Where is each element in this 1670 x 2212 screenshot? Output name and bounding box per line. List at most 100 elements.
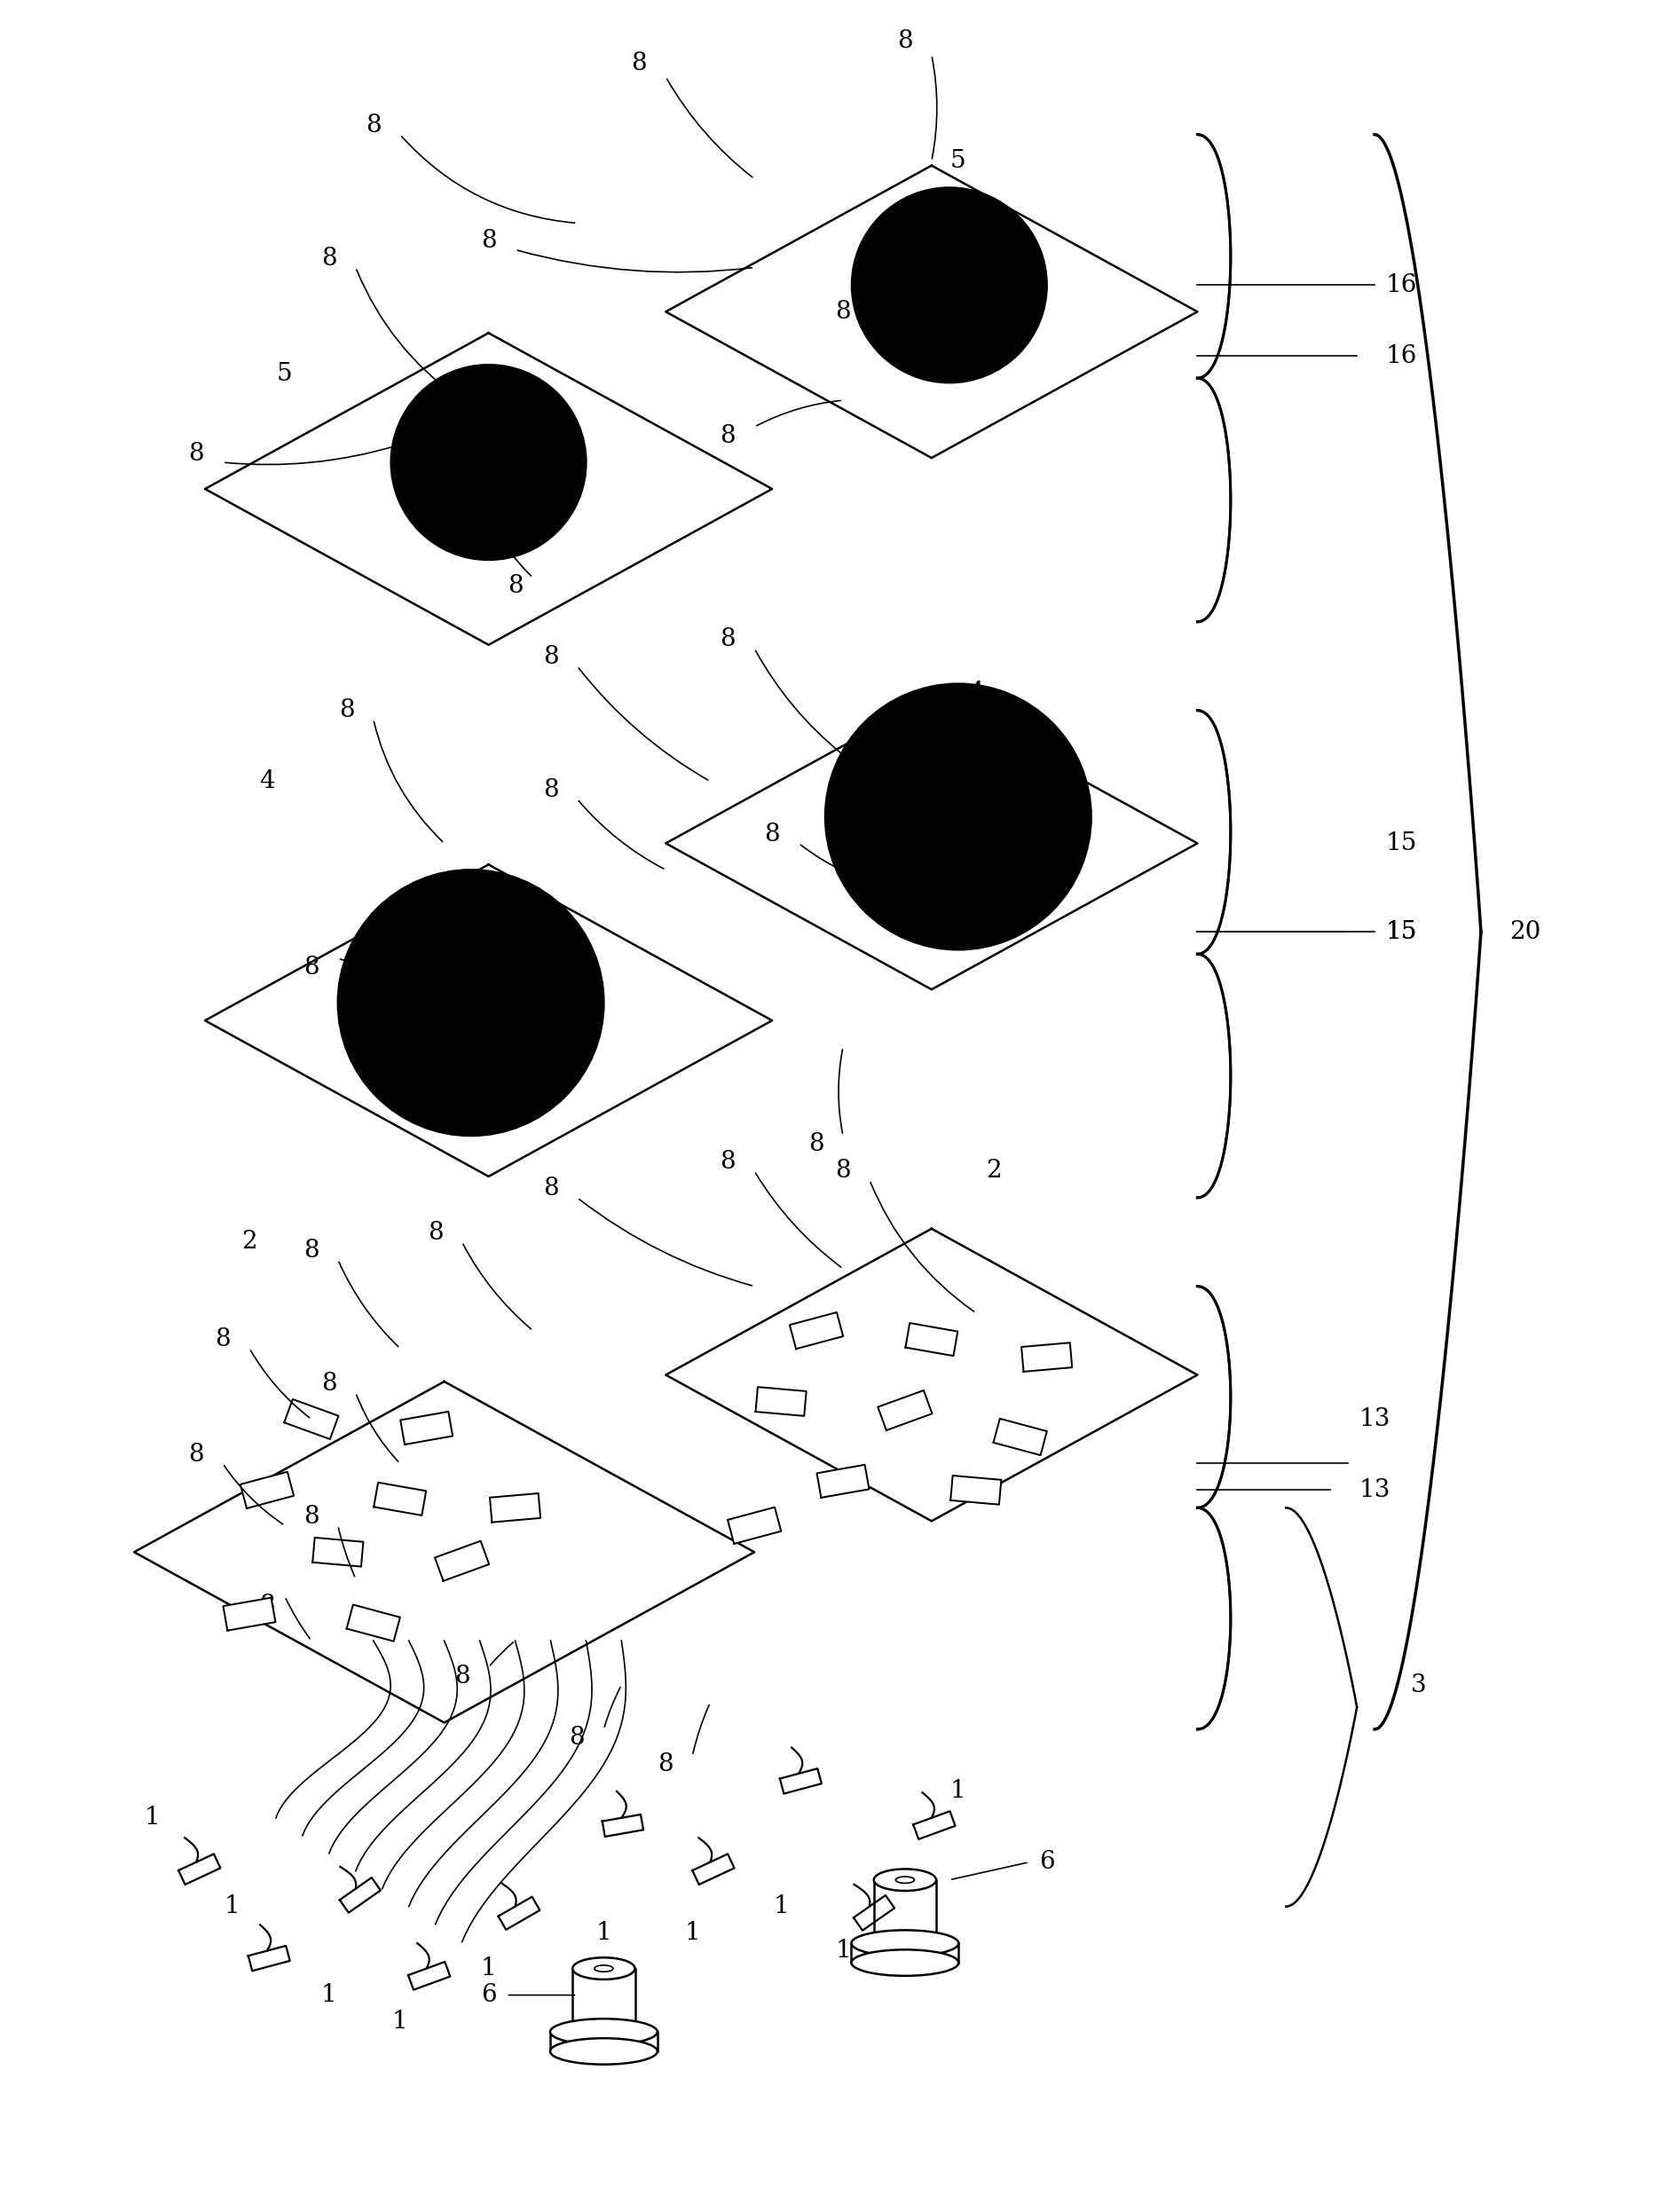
Polygon shape (950, 1475, 1002, 1504)
Polygon shape (240, 1471, 294, 1509)
Text: 8: 8 (543, 779, 558, 803)
Text: 8: 8 (835, 301, 850, 323)
Circle shape (930, 265, 969, 305)
Polygon shape (434, 1542, 489, 1582)
Text: 1: 1 (224, 1893, 239, 1918)
Text: 6: 6 (1039, 1849, 1054, 1874)
Text: 8: 8 (304, 1504, 319, 1528)
Polygon shape (666, 166, 1197, 458)
Text: 8: 8 (304, 1239, 319, 1263)
Text: 8: 8 (339, 699, 354, 723)
Ellipse shape (852, 1949, 959, 1975)
Text: 8: 8 (259, 1593, 276, 1617)
Text: 8: 8 (215, 1327, 230, 1352)
Polygon shape (852, 1944, 959, 1962)
Polygon shape (401, 1411, 453, 1444)
Text: 8: 8 (720, 1150, 735, 1175)
Ellipse shape (573, 1958, 635, 1980)
Polygon shape (347, 1604, 401, 1641)
Text: 1: 1 (321, 1984, 337, 2006)
Text: 13: 13 (1359, 1407, 1391, 1431)
Polygon shape (284, 1400, 339, 1440)
Text: 1: 1 (835, 1938, 850, 1962)
Text: 5: 5 (950, 148, 965, 173)
Ellipse shape (873, 1869, 937, 1891)
Text: 5: 5 (277, 363, 292, 385)
Polygon shape (134, 1382, 755, 1723)
Text: 1: 1 (596, 1920, 611, 1944)
Text: 1: 1 (685, 1920, 700, 1944)
Text: 8: 8 (508, 575, 523, 599)
Polygon shape (905, 1323, 957, 1356)
Text: 16: 16 (1386, 345, 1416, 367)
Polygon shape (1022, 1343, 1072, 1371)
Text: 8: 8 (481, 1106, 496, 1130)
Polygon shape (666, 697, 1197, 989)
Polygon shape (728, 1506, 782, 1544)
Text: 8: 8 (189, 442, 204, 465)
Text: 8: 8 (189, 1442, 204, 1467)
Polygon shape (489, 1493, 541, 1522)
Polygon shape (374, 1482, 426, 1515)
Circle shape (337, 869, 605, 1135)
Polygon shape (755, 1387, 807, 1416)
Text: 8: 8 (720, 628, 735, 653)
Ellipse shape (873, 1933, 937, 1953)
Text: 2: 2 (242, 1230, 257, 1254)
Polygon shape (790, 1312, 843, 1349)
Text: 6: 6 (481, 1984, 496, 2006)
Text: 8: 8 (321, 246, 337, 270)
Text: 8: 8 (897, 29, 913, 53)
Text: 8: 8 (631, 51, 646, 75)
Polygon shape (878, 1391, 932, 1431)
Circle shape (852, 188, 1047, 383)
Text: 1: 1 (773, 1893, 788, 1918)
Text: 8: 8 (808, 1133, 825, 1157)
Text: 3: 3 (1411, 1672, 1426, 1697)
Text: 4: 4 (259, 770, 276, 794)
Circle shape (903, 239, 995, 332)
Text: 1: 1 (392, 2011, 407, 2033)
Text: 2: 2 (985, 1159, 1002, 1183)
Text: 20: 20 (1510, 920, 1541, 945)
Circle shape (391, 365, 586, 560)
Text: 8: 8 (569, 1725, 584, 1750)
Ellipse shape (549, 2037, 658, 2064)
Polygon shape (817, 1464, 868, 1498)
Circle shape (443, 416, 534, 509)
Polygon shape (312, 1537, 364, 1566)
Ellipse shape (852, 1931, 959, 1955)
Text: 1: 1 (144, 1805, 160, 1829)
Text: 8: 8 (658, 1752, 673, 1776)
Text: 8: 8 (304, 956, 319, 980)
Text: 15: 15 (1386, 920, 1416, 945)
Circle shape (913, 772, 1002, 860)
Polygon shape (994, 1418, 1047, 1455)
Text: 8: 8 (454, 1663, 469, 1688)
Circle shape (469, 442, 508, 482)
Text: 15: 15 (1386, 832, 1416, 856)
Polygon shape (224, 1597, 276, 1630)
Text: 8: 8 (765, 823, 780, 847)
Circle shape (825, 684, 1091, 949)
Ellipse shape (573, 2022, 635, 2042)
Polygon shape (666, 1228, 1197, 1522)
Polygon shape (549, 2033, 658, 2051)
Ellipse shape (549, 2020, 658, 2044)
Text: 8: 8 (720, 425, 735, 447)
Text: 8: 8 (481, 228, 496, 252)
Text: 13: 13 (1359, 1478, 1391, 1502)
Polygon shape (205, 334, 772, 646)
Text: 4: 4 (969, 681, 984, 706)
Text: 8: 8 (835, 1159, 850, 1183)
Text: 8: 8 (543, 646, 558, 670)
Text: 1: 1 (950, 1778, 965, 1803)
Text: 8: 8 (366, 113, 381, 137)
Circle shape (426, 958, 514, 1046)
Text: 8: 8 (428, 1221, 443, 1245)
Text: 8: 8 (321, 1371, 337, 1396)
Text: 16: 16 (1386, 272, 1416, 296)
Text: 8: 8 (543, 1177, 558, 1201)
Text: 15: 15 (1386, 920, 1416, 945)
Polygon shape (205, 865, 772, 1177)
